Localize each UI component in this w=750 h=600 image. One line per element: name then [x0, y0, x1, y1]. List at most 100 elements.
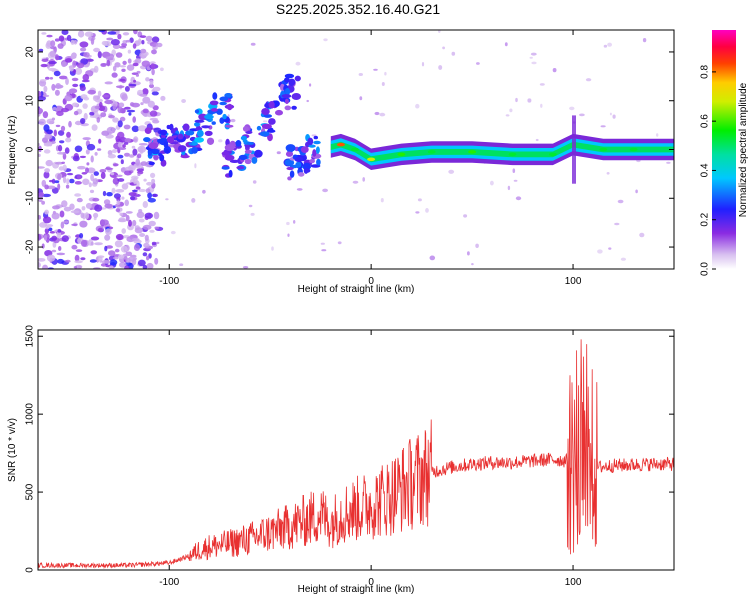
signal-blob: [166, 136, 175, 144]
signal-hotspot: [629, 147, 638, 152]
noise-blob: [140, 48, 147, 54]
signal-blob: [313, 140, 321, 145]
noise-blob: [80, 257, 86, 261]
noise-blob: [71, 244, 78, 250]
noise-blob: [57, 173, 62, 181]
noise-blob: [64, 147, 70, 154]
noise-blob: [80, 118, 86, 124]
noise-blob: [151, 241, 157, 246]
noise-blob: [51, 249, 57, 253]
noise-blob: [72, 83, 79, 88]
noise-blob: [97, 90, 102, 97]
noise-blob: [51, 235, 58, 241]
noise-blob: [57, 43, 64, 49]
noise-blob: [612, 114, 616, 119]
noise-blob: [620, 257, 627, 261]
noise-blob: [90, 155, 94, 163]
noise-blob: [381, 82, 385, 86]
noise-blob: [121, 228, 126, 234]
noise-blob: [61, 200, 68, 208]
snr-frame: [37, 329, 675, 571]
noise-blob: [603, 44, 608, 48]
noise-blob: [114, 62, 121, 68]
signal-hotspot: [427, 150, 436, 154]
noise-blob: [134, 227, 144, 234]
signal-blob: [288, 78, 296, 87]
noise-blob: [136, 211, 145, 219]
signal-blob: [177, 145, 187, 152]
noise-blob: [119, 78, 126, 82]
noise-blob: [150, 63, 156, 70]
noise-blob: [142, 201, 148, 208]
snr-y-ticks: 0 500 1000 1500: [25, 325, 674, 573]
noise-blob: [117, 33, 122, 40]
signal-blob: [313, 135, 318, 140]
noise-blob: [142, 96, 151, 104]
noise-blob: [43, 142, 52, 147]
noise-blob: [597, 249, 603, 254]
noise-blob: [311, 134, 317, 137]
noise-blob: [41, 200, 45, 205]
noise-blob: [79, 220, 88, 228]
noise-blob: [585, 78, 592, 82]
noise-blob: [112, 117, 119, 123]
noise-blob: [43, 124, 50, 132]
noise-blob: [151, 49, 157, 55]
signal-hotspot: [599, 147, 608, 152]
noise-blob: [142, 252, 148, 257]
signal-blob: [253, 149, 263, 158]
noise-blob: [359, 96, 363, 101]
noise-blob: [115, 85, 125, 89]
noise-blob: [113, 163, 119, 167]
noise-blob: [123, 141, 129, 145]
noise-blob: [352, 180, 359, 184]
noise-blob: [125, 214, 130, 222]
signal-blob: [266, 129, 276, 133]
noise-blob: [509, 108, 513, 113]
signal-blob: [285, 144, 296, 152]
signal-blob: [229, 159, 240, 163]
noise-blob: [39, 222, 48, 228]
noise-blob: [154, 257, 159, 265]
noise-blob: [137, 145, 147, 153]
noise-blob: [38, 118, 46, 126]
noise-blob: [147, 198, 156, 203]
noise-blob: [69, 88, 78, 94]
noise-blob: [569, 106, 575, 111]
noise-blob: [139, 35, 147, 38]
noise-blob: [101, 40, 108, 46]
noise-blob: [70, 39, 75, 45]
noise-blob: [142, 88, 149, 96]
y-tick-label: 500: [25, 483, 36, 500]
noise-blob: [77, 30, 85, 38]
noise-blob: [242, 266, 249, 269]
signal-blob: [284, 77, 290, 83]
noise-blob: [98, 105, 106, 112]
noise-blob: [129, 37, 134, 43]
noise-blob: [45, 76, 50, 80]
noise-blob: [124, 166, 134, 171]
signal-blob: [201, 125, 211, 129]
noise-blob: [321, 249, 327, 252]
x-tick-label: -100: [159, 577, 179, 588]
noise-blob: [148, 220, 156, 227]
noise-blob: [82, 137, 91, 141]
noise-blob: [96, 148, 102, 151]
noise-blob: [119, 212, 124, 216]
noise-blob: [55, 83, 62, 89]
signal-blob: [289, 170, 295, 178]
noise-blob: [43, 234, 48, 241]
noise-blob: [337, 241, 342, 245]
noise-blob: [54, 89, 60, 96]
noise-blob: [112, 65, 117, 72]
noise-blob: [94, 98, 103, 103]
snr-x-ticks: -100 0 100: [159, 330, 582, 588]
noise-blob: [106, 192, 113, 197]
noise-blob: [41, 179, 47, 187]
signal-blob: [286, 166, 294, 171]
noise-blob: [38, 262, 41, 268]
noise-blob: [121, 42, 127, 48]
noise-blob: [119, 65, 127, 68]
signal-blob: [228, 169, 233, 178]
